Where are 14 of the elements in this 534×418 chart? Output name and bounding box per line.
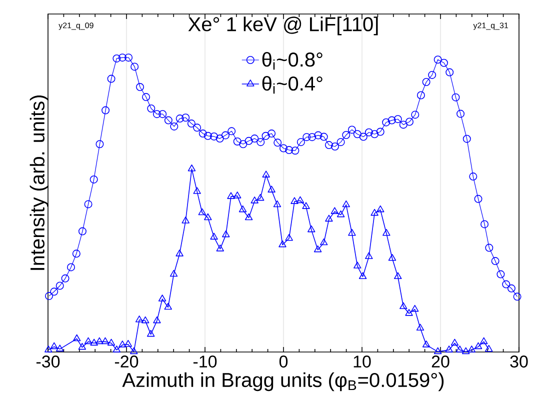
chart-title: Xe° 1 keV @ LiF[110]	[188, 16, 378, 36]
x-tick-label: 30	[510, 356, 528, 368]
x-tick-label: 20	[432, 356, 450, 368]
legend-label: θ$_{i}$~0.8°	[262, 52, 322, 70]
text: y21_q_09	[58, 22, 94, 30]
x-tick-label: 10	[354, 356, 371, 368]
text: y21_q_31	[473, 22, 508, 30]
legend-label: θ$_{i}$~0.4°	[262, 76, 322, 94]
x-tick-label: -10	[193, 356, 217, 368]
x-axis-title: Azimuth in Bragg units (φ$_{B}$=0.0159°)	[122, 372, 444, 392]
x-tick-label: 0	[279, 356, 288, 368]
x-tick-label: -30	[36, 356, 60, 368]
y-axis-title: Intensity (arb. units)	[30, 96, 48, 270]
x-tick-label: -20	[114, 356, 138, 368]
